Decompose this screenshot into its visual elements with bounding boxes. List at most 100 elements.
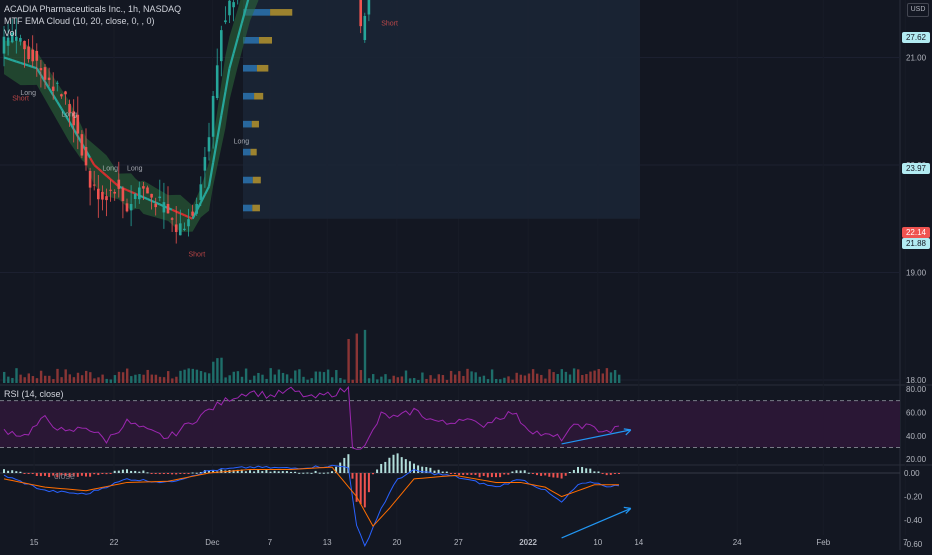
macd-legend[interactable]: close [54, 471, 75, 481]
volume-bar [454, 374, 457, 383]
ema-line-segment [97, 167, 104, 173]
volume-bar [113, 375, 117, 383]
macd-histogram-bar [531, 473, 534, 474]
volume-bar [298, 369, 301, 383]
profile-bar-sell [256, 64, 269, 72]
macd-histogram-bar [601, 473, 604, 474]
macd-histogram-bar [408, 461, 411, 473]
macd-histogram-bar [85, 473, 87, 477]
volume-bar [597, 369, 600, 383]
macd-histogram-bar [113, 470, 116, 473]
candle-body [39, 68, 43, 71]
currency-label: USD [910, 6, 926, 13]
ema-line-segment [11, 59, 17, 63]
volume-bar [101, 374, 104, 383]
volume-bar [171, 378, 174, 383]
rsi-legend[interactable]: RSI (14, close) [4, 389, 64, 399]
macd-histogram-bar [39, 473, 42, 477]
macd-histogram-bar [605, 473, 608, 476]
macd-histogram-bar [519, 470, 522, 473]
macd-tick-label: -0.40 [904, 516, 923, 525]
profile-bar-buy [243, 120, 252, 128]
macd-histogram-bar [302, 472, 305, 474]
macd-histogram-bar [396, 453, 399, 473]
ema-line-segment [56, 101, 63, 110]
mid-level-price-value: 23.97 [905, 164, 927, 173]
price-tick-label: 18.00 [906, 376, 927, 385]
volume-bar [187, 368, 190, 383]
ema-line-segment [24, 63, 29, 67]
volume-bar [495, 379, 498, 383]
profile-bar-buy [243, 64, 257, 72]
ema-line-segment [183, 214, 189, 218]
candle-body [363, 15, 367, 41]
macd-histogram-bar [540, 473, 543, 476]
volume-bar [618, 374, 621, 383]
macd-histogram-bar [454, 473, 456, 474]
macd-histogram-bar [597, 471, 600, 473]
time-tick-label: Dec [205, 538, 219, 547]
volume-bar [359, 370, 363, 383]
support-price-value: 21.88 [905, 239, 927, 248]
macd-histogram-bar [560, 473, 563, 479]
macd-histogram-bar [101, 473, 104, 474]
ema-line-segment [220, 91, 227, 116]
vol-label: Vol [4, 28, 17, 38]
volume-bar [593, 370, 596, 383]
candle-body [142, 186, 145, 189]
macd-histogram-bar [400, 457, 403, 473]
volume-bar [117, 371, 121, 383]
ema-line-segment [60, 107, 67, 116]
ema-line-segment [199, 194, 206, 204]
symbol-line: ACADIA Pharmaceuticals Inc., 1h, NASDAQ [4, 4, 182, 14]
macd-histogram-bar [232, 470, 235, 473]
ema-line-segment [35, 67, 42, 76]
macd-histogram-bar [105, 473, 108, 475]
macd-histogram-bar [298, 472, 301, 474]
candle-body [220, 30, 223, 62]
macd-histogram-bar [89, 473, 92, 477]
time-tick-label: 27 [454, 538, 463, 547]
macd-histogram-bar [572, 469, 575, 473]
volume-legend[interactable]: Vol [4, 28, 17, 38]
macd-histogram-bar [536, 473, 538, 476]
volume-bar [175, 376, 178, 383]
ema-cloud-legend[interactable]: MTF EMA Cloud (10, 20, close, 0, , 0) [4, 16, 155, 26]
volume-bar [15, 368, 18, 383]
symbol-legend[interactable]: ACADIA Pharmaceuticals Inc., 1h, NASDAQ [4, 4, 181, 14]
macd-histogram-bar [179, 473, 182, 474]
candle-body [76, 114, 80, 134]
macd-histogram-bar [392, 454, 395, 473]
volume-bar [105, 378, 108, 383]
ema-line-segment [228, 52, 235, 69]
macd-histogram-bar [363, 473, 366, 508]
macd-histogram-bar [48, 473, 51, 478]
volume-bar [179, 370, 182, 383]
currency-badge[interactable]: USD [907, 3, 929, 17]
rsi-arrow-head [623, 428, 632, 436]
volume-bar [48, 375, 51, 383]
volume-bar [589, 371, 592, 383]
volume-bar [556, 374, 559, 383]
macd-histogram-bar [199, 472, 202, 474]
volume-bar [281, 372, 285, 383]
macd-histogram-bar [257, 469, 260, 473]
ema-line-segment [232, 37, 239, 54]
ema-line-segment [72, 128, 79, 137]
profile-bar-buy [243, 148, 251, 156]
volume-bar [503, 377, 506, 383]
volume-bar [384, 374, 387, 383]
candle-body [125, 203, 129, 212]
volume-bar [347, 339, 350, 383]
volume-bar [306, 379, 309, 383]
candle-body [97, 188, 100, 200]
macd-histogram-bar [11, 470, 14, 473]
volume-bar [429, 375, 432, 383]
profile-range-box [243, 0, 640, 219]
signal-label: Long [127, 165, 143, 172]
macd-histogram-bar [462, 473, 465, 475]
volume-bar [19, 374, 22, 383]
volume-bar [343, 379, 346, 383]
resistance-price-value: 27.62 [905, 33, 927, 42]
